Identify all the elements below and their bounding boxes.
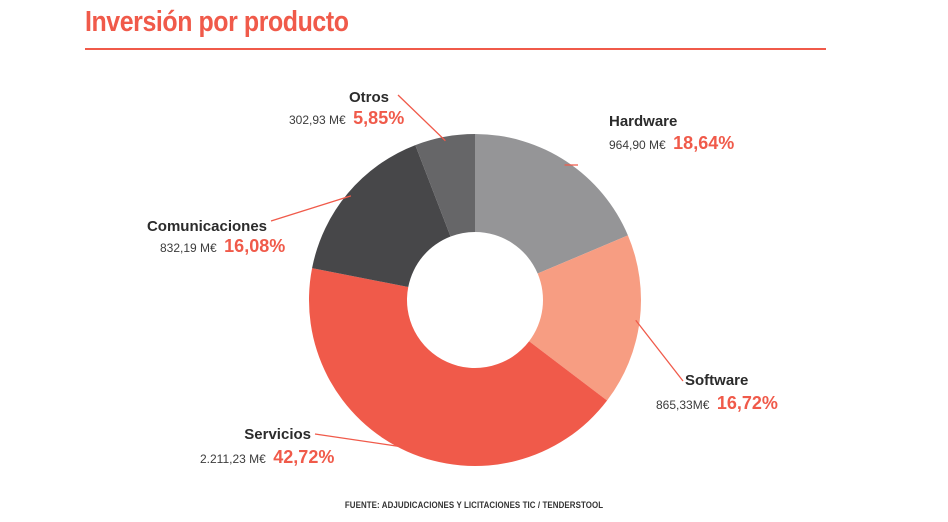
label-software-values: 865,33M€ 16,72% <box>656 393 778 413</box>
slice-otros <box>415 134 475 237</box>
label-servicios-name: Servicios <box>244 426 311 443</box>
leader-line-software <box>635 319 684 382</box>
label-otros-values: 302,93 M€ 5,85% <box>289 108 404 128</box>
label-comunicaciones-values: 832,19 M€ 16,08% <box>160 236 285 256</box>
label-servicios-values: 2.211,23 M€ 42,72% <box>200 447 334 467</box>
slice-hardware <box>475 134 628 274</box>
chart-title: Inversión por producto <box>85 6 349 38</box>
slice-labels: Hardware 964,90 M€ 18,64% Software 865,3… <box>147 89 778 467</box>
label-otros-percent: 5,85% <box>353 108 404 128</box>
label-servicios-value: 2.211,23 M€ <box>200 452 266 466</box>
donut-slices <box>308 134 641 467</box>
label-otros-value: 302,93 M€ <box>289 113 346 127</box>
label-hardware-percent: 18,64% <box>673 133 734 153</box>
leader-line-comunicaciones <box>270 195 352 222</box>
slice-comunicaciones <box>312 145 451 287</box>
label-comunicaciones-percent: 16,08% <box>224 236 285 256</box>
label-hardware-name: Hardware <box>609 113 677 130</box>
label-otros-name: Otros <box>349 89 389 106</box>
slice-servicios <box>308 268 608 467</box>
label-software-name: Software <box>685 372 748 389</box>
source-note: FUENTE: ADJUDICACIONES Y LICITACIONES TI… <box>344 500 604 510</box>
leader-line-servicios <box>314 433 409 449</box>
label-software-percent: 16,72% <box>717 393 778 413</box>
leader-lines <box>270 94 684 449</box>
label-comunicaciones-value: 832,19 M€ <box>160 241 217 255</box>
label-comunicaciones-name: Comunicaciones <box>147 218 267 235</box>
leader-line-otros <box>397 94 446 142</box>
label-software-value: 865,33M€ <box>656 398 710 412</box>
label-hardware-values: 964,90 M€ 18,64% <box>609 133 734 153</box>
label-servicios-percent: 42,72% <box>273 447 334 467</box>
label-hardware-value: 964,90 M€ <box>609 138 666 152</box>
slice-software <box>529 235 641 401</box>
title-underline <box>85 48 826 50</box>
